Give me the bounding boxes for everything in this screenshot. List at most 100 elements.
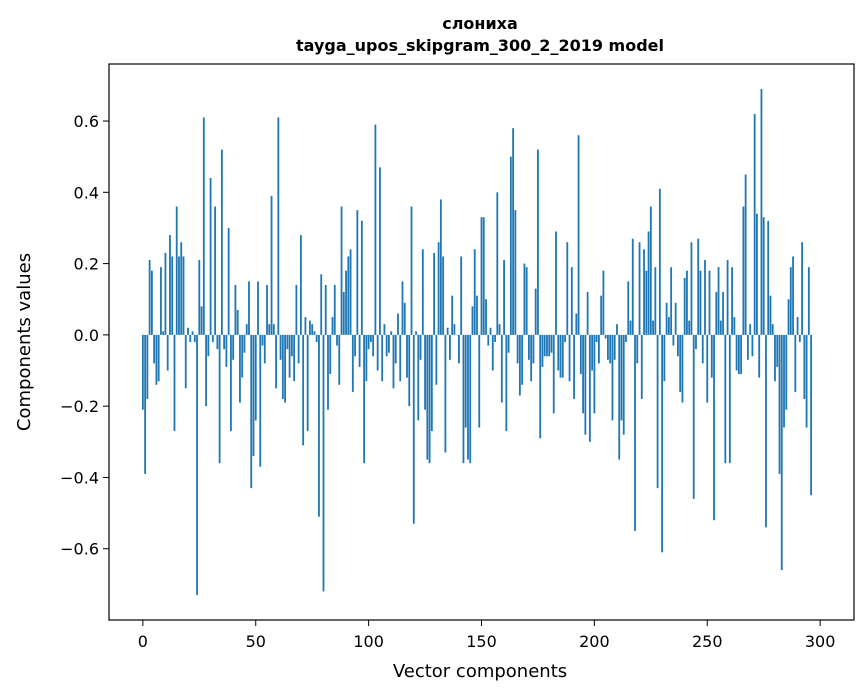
bar <box>295 284 298 335</box>
bar <box>796 317 799 335</box>
bar <box>433 252 435 335</box>
bar <box>588 334 591 442</box>
bar <box>532 334 535 364</box>
bar <box>627 281 630 335</box>
bar <box>232 334 235 360</box>
bar <box>613 334 616 360</box>
bar <box>541 334 544 367</box>
bar <box>374 124 377 335</box>
bar <box>731 267 733 335</box>
bar <box>636 334 639 364</box>
bar <box>207 334 210 357</box>
bar <box>388 334 390 353</box>
bar <box>692 334 695 499</box>
x-tick-label: 100 <box>353 632 384 651</box>
bar <box>345 270 347 335</box>
bar <box>543 334 546 357</box>
bar <box>559 334 562 378</box>
bar <box>654 267 657 335</box>
bar <box>248 281 250 335</box>
bar <box>629 320 632 335</box>
bar <box>288 334 291 378</box>
bar <box>401 281 404 335</box>
bar <box>480 217 483 335</box>
bar <box>586 292 589 335</box>
bar <box>503 260 505 335</box>
bar <box>239 334 241 403</box>
bar <box>446 327 449 335</box>
bar <box>537 149 539 335</box>
bar <box>279 334 282 360</box>
bar <box>275 334 277 389</box>
bar <box>196 334 198 596</box>
bar <box>415 331 417 335</box>
bar <box>257 281 259 335</box>
bar <box>667 317 670 335</box>
bar <box>719 320 722 335</box>
bar <box>268 324 271 335</box>
y-tick-label: −0.6 <box>60 540 99 559</box>
bar <box>437 242 440 335</box>
bar <box>365 334 368 382</box>
bar <box>281 334 284 400</box>
bar <box>534 288 537 335</box>
bar <box>652 320 654 335</box>
bar <box>315 334 318 342</box>
bar <box>439 199 442 335</box>
bar <box>175 206 178 335</box>
bar <box>570 267 573 335</box>
bar <box>780 334 783 571</box>
x-tick-label: 150 <box>466 632 497 651</box>
bar <box>230 334 232 432</box>
bar <box>397 313 399 335</box>
bar <box>681 334 684 403</box>
bar <box>561 334 564 378</box>
bar <box>379 167 381 335</box>
bar <box>539 334 542 439</box>
bar <box>552 334 555 414</box>
bar <box>783 334 785 428</box>
bar <box>717 267 720 335</box>
bar <box>640 334 643 400</box>
bar <box>157 334 160 382</box>
bar <box>638 242 641 335</box>
bar <box>794 334 797 392</box>
bar <box>146 334 149 400</box>
bar <box>778 334 781 474</box>
bar <box>607 334 609 360</box>
bar <box>516 334 519 364</box>
bar <box>173 334 176 432</box>
bar <box>509 156 512 335</box>
bar <box>150 270 153 335</box>
chart-subtitle: tayga_upos_skipgram_300_2_2019 model <box>296 36 664 55</box>
bar <box>304 317 307 335</box>
bar <box>564 334 566 342</box>
bar <box>672 334 675 346</box>
bar <box>313 331 316 335</box>
chart-title: слониха <box>442 14 518 33</box>
bar <box>753 113 756 335</box>
bar <box>383 324 386 335</box>
bar <box>187 327 189 335</box>
bar <box>202 117 205 335</box>
bar <box>324 284 327 335</box>
bar <box>155 334 158 385</box>
bar <box>597 334 600 364</box>
bar <box>241 334 244 378</box>
bar <box>514 210 517 335</box>
bar <box>223 334 226 350</box>
bar <box>656 334 659 489</box>
bar <box>412 334 415 524</box>
bar <box>351 334 354 392</box>
bar <box>141 334 144 410</box>
bar <box>803 334 806 400</box>
bar <box>704 260 706 335</box>
bar <box>358 334 361 367</box>
bar <box>309 320 311 335</box>
bar <box>677 334 679 357</box>
bar <box>622 334 625 435</box>
y-tick-label: 0.6 <box>74 112 99 131</box>
bar <box>478 334 481 428</box>
bar <box>453 324 456 335</box>
bar <box>406 334 408 378</box>
